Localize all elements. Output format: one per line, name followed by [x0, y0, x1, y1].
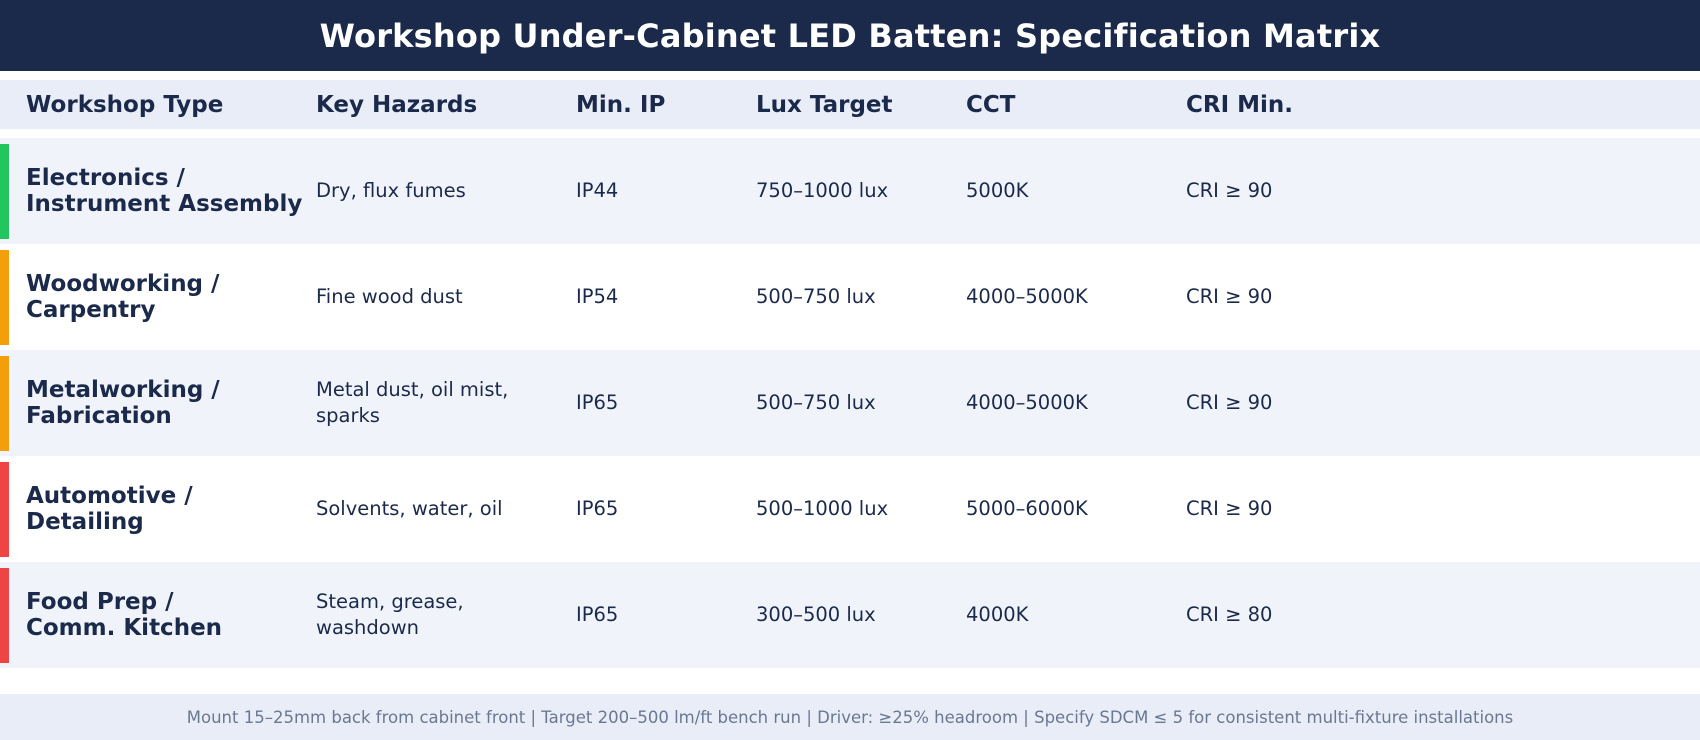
- cell-cct: 4000–5000K: [966, 391, 1088, 414]
- cell-key-hazards: Fine wood dust: [316, 285, 463, 308]
- table-row: Woodworking / Carpentry Fine wood dust I…: [0, 244, 1700, 350]
- cell-key-hazards: Solvents, water, oil: [316, 497, 503, 520]
- cell-lux-target: 750–1000 lux: [756, 179, 889, 202]
- cell-cct: 4000K: [966, 603, 1029, 626]
- workshop-type-line1: Woodworking /: [26, 271, 220, 297]
- workshop-type-line1: Metalworking /: [26, 377, 220, 403]
- workshop-type-line2: Carpentry: [26, 297, 156, 323]
- cell-cct: 5000–6000K: [966, 497, 1088, 520]
- column-header-key-hazards: Key Hazards: [316, 91, 478, 118]
- column-header-cct: CCT: [966, 91, 1016, 118]
- cell-cri-min: CRI ≥ 80: [1186, 603, 1273, 626]
- row-accent-bar: [0, 144, 9, 239]
- cell-lux-target: 300–500 lux: [756, 603, 876, 626]
- title-bar: Workshop Under-Cabinet LED Batten: Speci…: [0, 0, 1700, 71]
- cell-key-hazards: Metal dust, oil mist, sparks: [316, 378, 509, 427]
- table-row: Automotive / Detailing Solvents, water, …: [0, 456, 1700, 562]
- cell-cri-min: CRI ≥ 90: [1186, 391, 1273, 414]
- cell-cct: 4000–5000K: [966, 285, 1088, 308]
- workshop-type-line2: Instrument Assembly: [26, 191, 303, 217]
- workshop-type-line2: Comm. Kitchen: [26, 615, 223, 641]
- cell-min-ip: IP54: [576, 285, 619, 308]
- cell-lux-target: 500–750 lux: [756, 285, 876, 308]
- row-accent-bar: [0, 568, 9, 663]
- table-row: Electronics / Instrument Assembly Dry, f…: [0, 138, 1700, 244]
- footer-notes: Mount 15–25mm back from cabinet front | …: [0, 694, 1700, 740]
- cell-cct: 5000K: [966, 179, 1029, 202]
- row-accent-bar: [0, 356, 9, 451]
- table-header: Workshop Type Key Hazards Min. IP Lux Ta…: [0, 80, 1700, 129]
- cell-workshop-type: Woodworking / Carpentry: [26, 244, 316, 350]
- cell-key-hazards: Dry, flux fumes: [316, 179, 466, 202]
- column-header-workshop-type: Workshop Type: [26, 91, 224, 118]
- cell-lux-target: 500–750 lux: [756, 391, 876, 414]
- workshop-type-line2: Detailing: [26, 509, 144, 535]
- workshop-type-line1: Automotive /: [26, 483, 193, 509]
- cell-lux-target: 500–1000 lux: [756, 497, 889, 520]
- table-row: Metalworking / Fabrication Metal dust, o…: [0, 350, 1700, 456]
- cell-workshop-type: Food Prep / Comm. Kitchen: [26, 562, 316, 668]
- row-accent-bar: [0, 250, 9, 345]
- cell-cri-min: CRI ≥ 90: [1186, 285, 1273, 308]
- cell-cri-min: CRI ≥ 90: [1186, 497, 1273, 520]
- cell-min-ip: IP44: [576, 179, 619, 202]
- column-header-min-ip: Min. IP: [576, 91, 666, 118]
- cell-min-ip: IP65: [576, 391, 619, 414]
- cell-workshop-type: Automotive / Detailing: [26, 456, 316, 562]
- cell-workshop-type: Metalworking / Fabrication: [26, 350, 316, 456]
- column-header-cri-min: CRI Min.: [1186, 91, 1294, 118]
- row-accent-bar: [0, 462, 9, 557]
- cell-workshop-type: Electronics / Instrument Assembly: [26, 138, 316, 244]
- cell-cri-min: CRI ≥ 90: [1186, 179, 1273, 202]
- page-title: Workshop Under-Cabinet LED Batten: Speci…: [319, 16, 1381, 55]
- cell-min-ip: IP65: [576, 603, 619, 626]
- workshop-type-line1: Food Prep /: [26, 589, 174, 615]
- cell-min-ip: IP65: [576, 497, 619, 520]
- workshop-type-line1: Electronics /: [26, 165, 185, 191]
- table-row: Food Prep / Comm. Kitchen Steam, grease,…: [0, 562, 1700, 668]
- cell-key-hazards: Steam, grease, washdown: [316, 590, 464, 639]
- column-header-lux-target: Lux Target: [756, 91, 893, 118]
- workshop-type-line2: Fabrication: [26, 403, 172, 429]
